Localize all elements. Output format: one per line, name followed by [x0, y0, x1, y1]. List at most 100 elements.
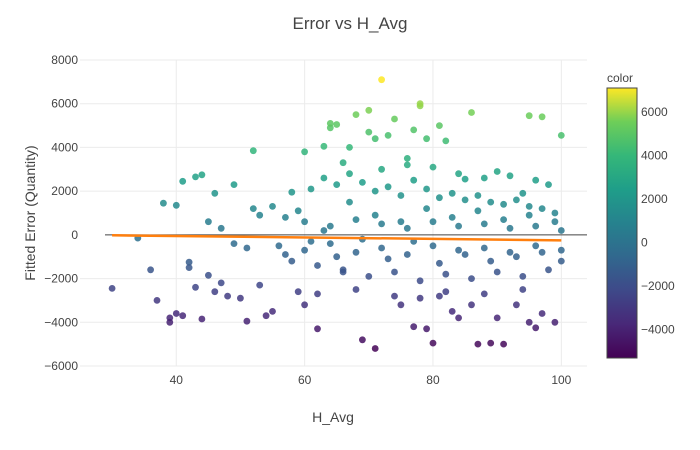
colorbar-ticks: −4000 −2000 0 2000 4000 6000: [641, 105, 675, 337]
data-point: [468, 301, 475, 309]
data-point: [301, 301, 308, 309]
y-axis-title: Fitted Error (Quantity): [22, 145, 38, 280]
data-point: [314, 290, 321, 298]
data-point: [301, 148, 308, 156]
data-point: [500, 340, 507, 348]
trend-line: [112, 234, 562, 242]
data-point: [525, 211, 533, 219]
data-point: [237, 294, 244, 302]
data-point: [461, 196, 469, 204]
data-point: [487, 257, 495, 265]
data-point: [461, 251, 469, 258]
data-point: [545, 181, 552, 189]
trend-line-path: [112, 234, 562, 242]
y-tick-label: 8000: [51, 53, 78, 67]
data-point: [403, 251, 411, 258]
data-point: [192, 173, 199, 181]
data-point: [224, 292, 232, 300]
data-point: [371, 187, 379, 195]
data-point: [551, 318, 559, 326]
data-point: [397, 192, 405, 199]
data-point: [519, 189, 527, 197]
data-point: [256, 281, 264, 289]
data-point: [346, 198, 353, 206]
data-point: [403, 161, 411, 169]
data-point: [525, 318, 533, 326]
data-point: [172, 310, 180, 317]
colorbar-tick-label: 4000: [641, 149, 668, 163]
data-point: [269, 308, 276, 315]
data-point: [217, 224, 225, 232]
data-point: [205, 218, 212, 226]
data-point: [551, 209, 559, 217]
data-point: [275, 242, 283, 250]
data-point: [378, 165, 385, 173]
data-point: [480, 220, 488, 228]
data-point: [307, 185, 315, 193]
data-point: [294, 288, 302, 296]
data-point: [557, 132, 565, 139]
data-point: [557, 246, 565, 254]
y-tick-label: 2000: [51, 184, 78, 198]
data-point: [493, 168, 501, 175]
data-point: [249, 205, 257, 213]
data-point: [301, 246, 308, 254]
data-point: [378, 244, 385, 252]
x-axis-ticks: 40 60 80 100: [170, 373, 572, 387]
data-point: [384, 183, 392, 191]
data-point: [480, 290, 488, 298]
data-point: [519, 273, 527, 280]
data-point: [436, 292, 443, 300]
data-point: [538, 248, 546, 256]
data-point: [384, 255, 392, 263]
data-point: [423, 135, 430, 143]
data-points: [108, 76, 565, 352]
data-point: [403, 224, 411, 232]
data-point: [339, 159, 347, 167]
colorbar-title: color: [607, 71, 633, 85]
data-point: [371, 345, 379, 352]
data-point: [551, 218, 559, 226]
data-point: [557, 257, 565, 265]
data-point: [525, 203, 533, 210]
y-tick-label: −4000: [44, 315, 78, 329]
data-point: [282, 251, 289, 258]
data-point: [333, 181, 341, 189]
data-point: [371, 135, 379, 143]
data-point: [500, 216, 507, 224]
x-tick-label: 60: [298, 373, 312, 387]
grid: [80, 59, 587, 367]
data-point: [365, 106, 373, 114]
data-point: [352, 248, 360, 256]
data-point: [326, 240, 334, 248]
data-point: [429, 242, 437, 250]
data-point: [333, 253, 341, 261]
colorbar: color −4000 −2000 0 2000 4000 6000: [606, 71, 675, 359]
data-point: [307, 238, 315, 245]
data-point: [352, 286, 360, 293]
data-point: [545, 266, 552, 274]
data-point: [436, 194, 443, 202]
data-point: [365, 128, 373, 136]
data-point: [410, 176, 418, 184]
data-point: [397, 218, 405, 226]
data-point: [513, 253, 520, 261]
data-point: [410, 323, 418, 331]
data-point: [455, 170, 462, 178]
data-point: [230, 181, 238, 189]
data-point: [320, 227, 328, 234]
data-point: [538, 310, 546, 317]
data-point: [493, 314, 501, 322]
data-point: [513, 196, 520, 204]
data-point: [525, 112, 533, 120]
data-point: [416, 100, 424, 108]
data-point: [288, 257, 296, 265]
data-point: [487, 198, 495, 206]
data-point: [249, 147, 257, 155]
data-point: [480, 244, 488, 252]
data-point: [256, 211, 264, 219]
data-point: [448, 214, 456, 221]
data-point: [359, 336, 366, 344]
data-point: [442, 288, 450, 296]
data-point: [416, 294, 424, 302]
